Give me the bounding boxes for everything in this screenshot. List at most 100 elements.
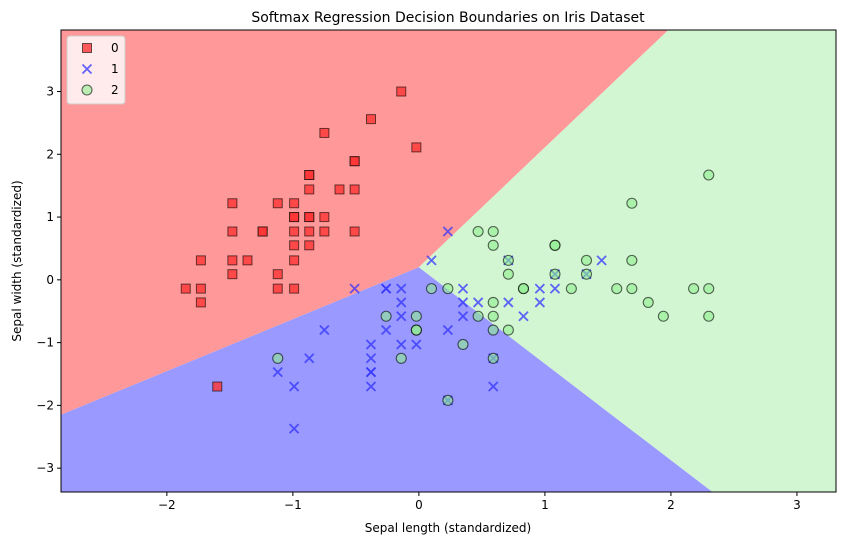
point-class-0 xyxy=(289,283,300,294)
point-class-2 xyxy=(703,283,715,295)
point-class-0 xyxy=(304,240,315,251)
point-class-0 xyxy=(319,226,330,237)
chart-title: Softmax Regression Decision Boundaries o… xyxy=(251,10,645,26)
point-class-0 xyxy=(411,142,422,153)
plot-frame xyxy=(60,29,837,493)
point-class-1 xyxy=(304,353,315,364)
point-class-2 xyxy=(502,254,514,266)
point-class-2 xyxy=(410,310,422,322)
point-class-2 xyxy=(487,352,499,364)
y-tick-label: 1 xyxy=(46,210,54,224)
point-class-1 xyxy=(426,255,437,266)
point-class-1 xyxy=(365,339,377,350)
point-class-1 xyxy=(442,226,454,237)
x-tick-label: 0 xyxy=(415,498,423,512)
point-class-1 xyxy=(288,381,300,392)
point-class-2 xyxy=(487,296,499,308)
point-class-0 xyxy=(289,198,300,209)
region-class-0 xyxy=(61,30,669,415)
point-class-1 xyxy=(365,381,377,392)
point-class-2 xyxy=(688,283,700,295)
point-class-1 xyxy=(365,353,377,364)
point-class-0 xyxy=(304,170,315,181)
y-tick-label: 3 xyxy=(46,85,54,99)
y-axis: −3 −2 −1 0 1 2 3 xyxy=(36,85,61,475)
point-class-2 xyxy=(642,296,654,308)
point-class-1 xyxy=(319,324,330,336)
point-class-2 xyxy=(626,254,638,266)
point-class-2 xyxy=(425,283,438,295)
point-class-0 xyxy=(349,226,360,237)
x-tick-label: 2 xyxy=(667,498,675,512)
point-class-1 xyxy=(457,311,469,322)
point-class-0 xyxy=(212,381,223,392)
point-class-1 xyxy=(396,283,407,294)
point-class-0 xyxy=(180,283,191,294)
point-class-0 xyxy=(304,184,315,195)
point-class-0 xyxy=(289,255,300,266)
point-class-1 xyxy=(534,297,545,308)
point-class-0 xyxy=(227,269,238,280)
legend-label: 0 xyxy=(111,41,119,55)
legend-label: 2 xyxy=(111,83,119,97)
point-class-2 xyxy=(657,310,669,322)
point-class-0 xyxy=(349,156,360,167)
point-class-1 xyxy=(396,297,407,308)
point-class-2 xyxy=(472,225,484,238)
x-tick-label: −1 xyxy=(284,498,302,512)
x-tick-label: 1 xyxy=(541,498,549,512)
point-class-1 xyxy=(411,339,422,350)
point-class-1 xyxy=(503,297,514,308)
point-class-1 xyxy=(472,297,484,308)
y-axis-label: Sepal width (standardized) xyxy=(10,180,24,341)
x-axis-label: Sepal length (standardized) xyxy=(365,521,531,535)
point-class-2 xyxy=(395,352,407,364)
y-tick-label: −1 xyxy=(36,336,54,350)
legend-box xyxy=(66,35,126,105)
point-class-1 xyxy=(534,283,545,294)
x-tick-label: 3 xyxy=(793,498,801,512)
point-class-2 xyxy=(81,84,93,96)
point-class-0 xyxy=(396,86,407,97)
point-class-0 xyxy=(289,226,300,237)
point-class-0 xyxy=(272,198,283,209)
point-class-2 xyxy=(487,225,499,238)
point-class-0 xyxy=(319,127,330,138)
point-class-2 xyxy=(549,239,561,251)
point-class-2 xyxy=(565,283,577,295)
point-class-2 xyxy=(487,239,499,251)
y-tick-label: −3 xyxy=(36,461,54,475)
point-class-1 xyxy=(457,283,469,294)
point-class-2 xyxy=(703,310,715,322)
point-class-0 xyxy=(227,226,238,237)
point-class-2 xyxy=(703,169,715,181)
point-class-0 xyxy=(304,226,315,237)
point-class-0 xyxy=(227,255,238,266)
legend-label: 1 xyxy=(111,62,119,76)
point-class-2 xyxy=(549,268,561,280)
point-class-1 xyxy=(457,297,469,308)
point-class-0 xyxy=(242,255,253,266)
point-class-1 xyxy=(488,381,499,392)
point-class-2 xyxy=(442,283,454,295)
x-tick-label: −2 xyxy=(158,498,176,512)
point-class-2 xyxy=(580,254,593,266)
point-class-2 xyxy=(487,324,499,336)
point-class-1 xyxy=(518,311,529,322)
point-class-2 xyxy=(626,283,638,295)
point-class-0 xyxy=(82,43,92,53)
point-class-1 xyxy=(596,255,607,266)
point-class-0 xyxy=(366,114,376,125)
point-class-2 xyxy=(487,310,499,322)
point-class-1 xyxy=(349,283,360,294)
point-class-2 xyxy=(457,338,469,351)
point-class-1 xyxy=(396,311,407,322)
point-class-1 xyxy=(365,366,377,378)
point-class-2 xyxy=(380,310,392,322)
point-class-0 xyxy=(319,212,330,223)
y-tick-label: −2 xyxy=(36,398,54,412)
point-class-0 xyxy=(272,283,283,294)
point-class-2 xyxy=(502,268,514,280)
point-class-2 xyxy=(272,352,284,364)
